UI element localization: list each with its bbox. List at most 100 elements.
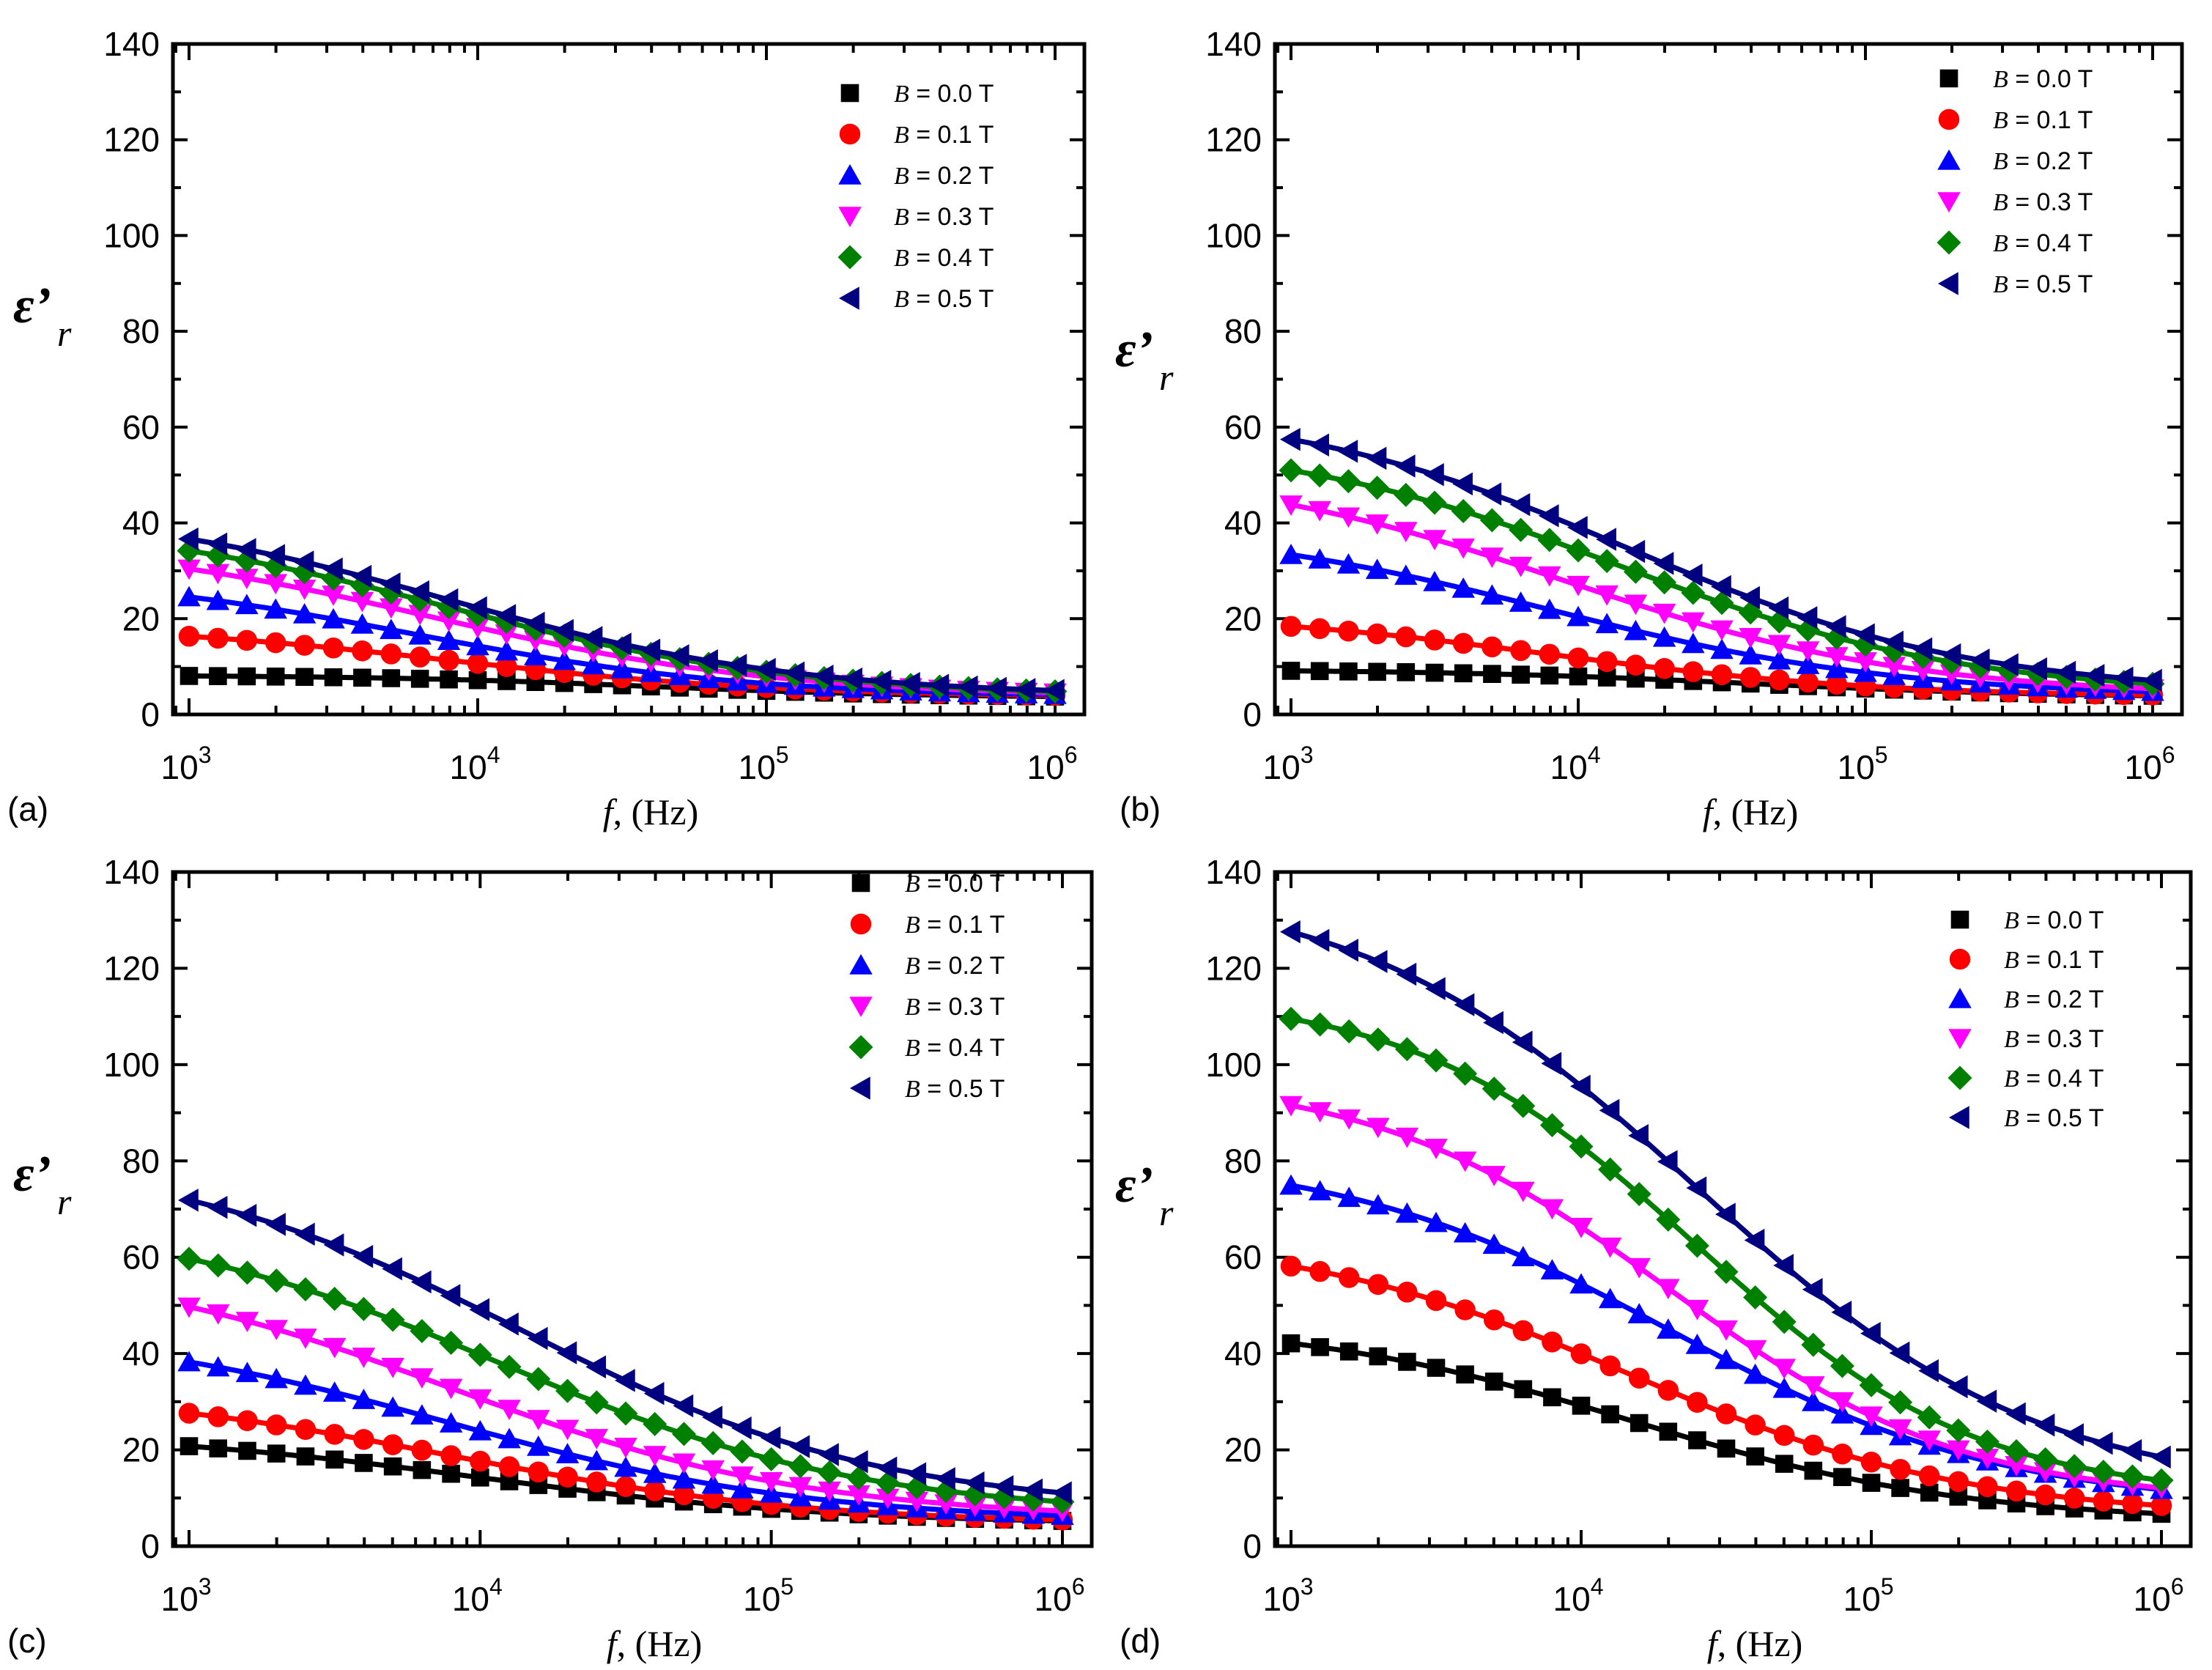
legend: B = 0.0 TB = 0.1 TB = 0.2 TB = 0.3 TB = … [848, 870, 1005, 1103]
x-tick-base: 10 [452, 1580, 489, 1618]
panel-label: (a) [7, 790, 48, 828]
data-point [1424, 462, 1444, 487]
legend: B = 0.0 TB = 0.1 TB = 0.2 TB = 0.3 TB = … [837, 80, 994, 313]
data-point [206, 1304, 230, 1325]
data-point [668, 644, 689, 668]
data-point [1854, 652, 1877, 673]
legend-marker-circle-icon [850, 913, 872, 935]
data-point [1911, 660, 1935, 681]
data-point [1510, 640, 1531, 662]
data-point [1482, 1233, 1506, 1255]
legend-variable: B [2004, 1105, 2019, 1132]
data-point [1453, 1061, 1478, 1086]
data-point [847, 1450, 868, 1474]
data-point [1715, 1403, 1737, 1425]
data-point [1540, 1199, 1564, 1220]
data-point [818, 1481, 841, 1502]
data-point [265, 1213, 286, 1236]
data-point [1715, 1202, 1736, 1226]
y-tick-label: 20 [122, 599, 160, 638]
data-point [1657, 1279, 1680, 1300]
data-point [1279, 1006, 1303, 1031]
data-point [673, 1484, 695, 1506]
data-point [726, 654, 747, 677]
data-point [2063, 1488, 2085, 1509]
legend-marker-square-icon [851, 873, 870, 893]
legend-variable: B [1993, 271, 2008, 298]
data-point [673, 1394, 694, 1418]
x-tick-exponent: 4 [487, 742, 500, 768]
data-point [1369, 1347, 1388, 1366]
data-point [411, 1439, 433, 1461]
y-tick-label: 120 [103, 949, 160, 987]
y-tick-label: 0 [141, 1527, 160, 1565]
data-point [1337, 1186, 1361, 1208]
legend-entry: B = 0.0 T [2004, 906, 2104, 934]
data-point [1483, 1309, 1505, 1331]
data-point [1280, 920, 1301, 944]
data-point [440, 1284, 461, 1307]
data-point [2027, 657, 2047, 681]
x-tick-exponent: 5 [780, 1573, 794, 1600]
data-point [1336, 1019, 1361, 1043]
data-point [1947, 1471, 1969, 1493]
data-point [1569, 1273, 1593, 1294]
x-axis-unit: , (Hz) [1713, 791, 1799, 832]
data-point [1541, 1052, 1562, 1076]
data-point [586, 1471, 607, 1493]
data-point [1509, 492, 1531, 517]
data-point [1311, 1338, 1329, 1356]
data-point [497, 1427, 521, 1449]
data-point [495, 640, 519, 661]
data-point [700, 1430, 725, 1455]
data-point [1279, 1174, 1303, 1195]
data-point [322, 607, 345, 629]
data-point [1308, 1180, 1332, 1201]
x-tick-exponent: 3 [199, 742, 212, 768]
legend-value: = 0.5 T [920, 1075, 1005, 1103]
data-point [1394, 482, 1418, 507]
data-point [527, 1436, 550, 1456]
data-point [440, 670, 458, 689]
legend-variable: B [1993, 189, 2008, 216]
data-point [2055, 660, 2076, 684]
y-tick-label: 40 [122, 504, 160, 542]
data-point [788, 1454, 813, 1479]
y-tick-label: 120 [103, 121, 160, 159]
data-point [410, 1404, 434, 1425]
x-tick-base: 10 [1553, 1580, 1591, 1618]
legend-marker-triangle-down-icon [1937, 192, 1961, 213]
data-point [1567, 647, 1589, 669]
data-point [1366, 623, 1388, 645]
series-05 [1280, 920, 2171, 1469]
legend-value: = 0.4 T [2019, 1065, 2104, 1093]
data-point [206, 1356, 230, 1377]
data-point [1281, 1334, 1301, 1353]
legend-entry: B = 0.3 T [2004, 1025, 2104, 1053]
data-point [1628, 1124, 1649, 1148]
data-point [1336, 553, 1361, 574]
data-point [671, 1422, 696, 1447]
legend-variable: B [2004, 947, 2019, 974]
x-tick-exponent: 5 [1875, 742, 1888, 768]
data-point [1456, 1365, 1474, 1383]
data-point [730, 1466, 754, 1488]
data-point [352, 1244, 374, 1268]
data-point [381, 1357, 404, 1378]
data-point [905, 1491, 929, 1512]
data-point [1308, 548, 1331, 569]
data-point [495, 624, 519, 646]
data-point [755, 657, 776, 681]
data-point [469, 1298, 490, 1321]
data-point [1682, 612, 1705, 633]
data-point [177, 559, 201, 580]
data-point [1657, 1318, 1680, 1339]
data-point [413, 1460, 432, 1479]
data-point [527, 1410, 550, 1430]
data-point [1279, 543, 1303, 564]
y-axis-subscript: r [57, 313, 72, 354]
legend-variable: B [894, 204, 909, 231]
data-point [206, 564, 230, 585]
data-point [555, 1378, 580, 1403]
